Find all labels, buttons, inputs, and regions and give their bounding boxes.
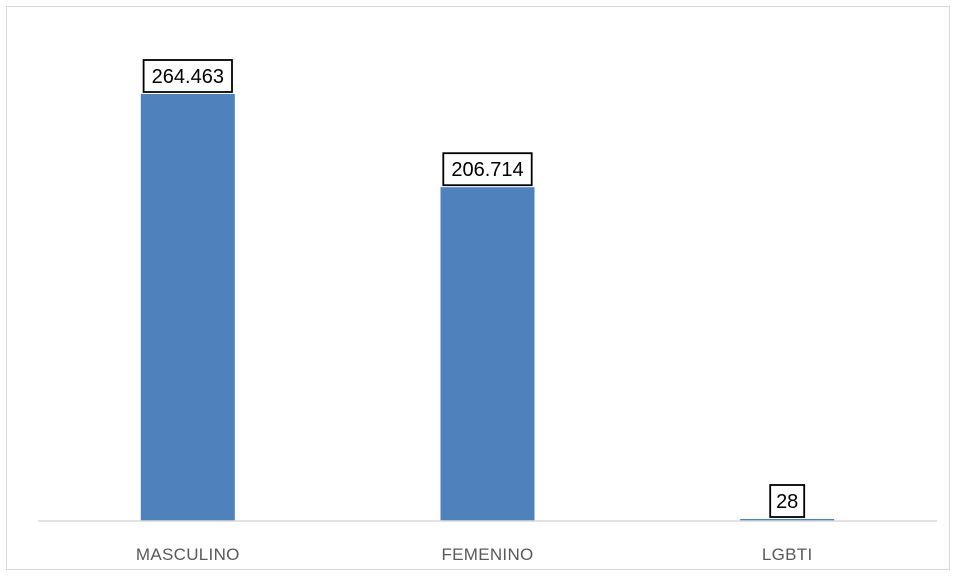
ticks-layer: MASCULINO FEMENINO LGBTI (136, 545, 813, 564)
bar-femenino (440, 187, 535, 521)
data-label-box-masculino (142, 59, 233, 93)
data-label-box-femenino (442, 152, 533, 187)
x-tick-label-femenino: FEMENINO (441, 545, 533, 564)
data-label-text-masculino: 264.463 (152, 66, 224, 88)
data-label-lgbti: 28 (769, 484, 806, 518)
data-label-box-lgbti (769, 484, 806, 518)
bar-lgbti (740, 519, 835, 521)
data-label-masculino: 264.463 (142, 59, 233, 93)
data-label-femenino: 206.714 (442, 152, 533, 187)
x-tick-label-lgbti: LGBTI (762, 545, 813, 564)
bar-masculino (140, 94, 235, 521)
labels-layer: 264.463 206.714 28 (142, 59, 806, 518)
x-tick-label-masculino: MASCULINO (136, 545, 240, 564)
data-label-text-lgbti: 28 (776, 491, 798, 513)
data-label-text-femenino: 206.714 (451, 159, 523, 181)
bars-layer (140, 94, 835, 521)
